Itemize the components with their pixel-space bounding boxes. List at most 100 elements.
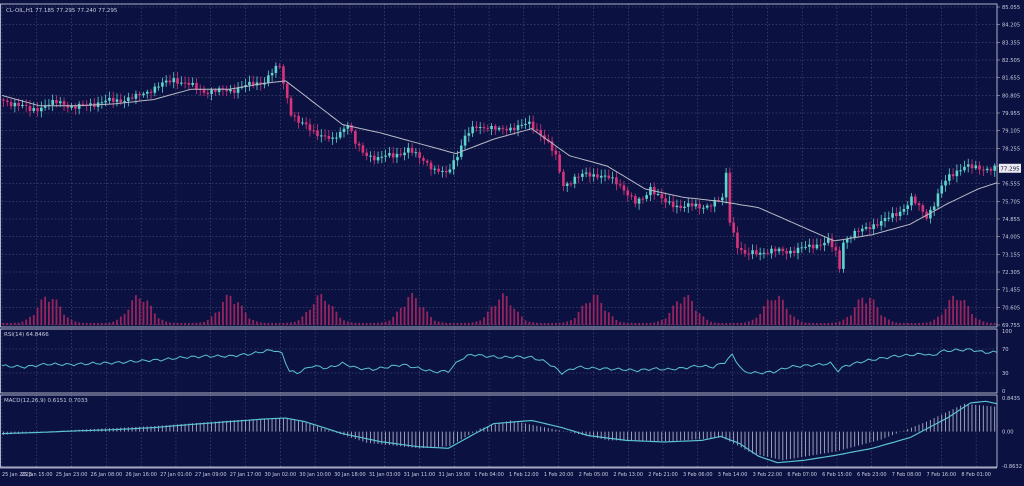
candle [982,166,985,177]
candle-body [376,157,380,161]
macd-histogram-bar [513,421,515,432]
candle [724,167,728,204]
macd-histogram-bar [161,425,163,432]
macd-histogram-bar [419,431,421,449]
volume-bar [479,320,482,325]
volume-bar [589,302,591,325]
candle-body [407,147,410,153]
volume-bar [331,306,334,325]
macd-histogram-bar [858,431,859,446]
macd-histogram-bar [797,431,799,458]
candle [792,246,796,257]
time-label: 25 Jan 15:00 [21,472,53,478]
candle [868,221,872,235]
volume-bar [206,319,209,325]
candle [342,124,346,138]
macd-histogram-bar [536,425,538,432]
candle-body [520,124,524,126]
volume-bar [165,321,168,325]
candle [800,241,804,253]
time-label: 3 Feb 14:00 [718,472,748,478]
candle-body [649,186,652,196]
volume-bar [619,321,622,325]
candle-body [395,153,399,158]
candle [728,167,732,226]
volume-histogram [2,293,996,325]
time-label: 3 Feb 06:00 [683,472,713,478]
candle [123,95,126,109]
candle-body [607,175,611,179]
candle-body [698,203,701,209]
macd-histogram-bar [498,423,500,432]
macd-histogram-bar [604,431,606,440]
candle [297,111,300,129]
macd-histogram-bar [975,404,977,432]
macd-histogram-bar [903,430,905,432]
macd-histogram-bar [888,431,890,437]
candle-body [569,183,573,185]
volume-bar [153,313,156,325]
candle-body [577,176,580,178]
candle-body [119,99,123,103]
candle [558,151,561,174]
candle [686,197,690,213]
candle-body [308,124,312,131]
volume-bar [781,299,784,325]
candle [554,146,558,161]
volume-bar [850,315,852,325]
macd-histogram-bar [740,431,742,448]
volume-bar [664,318,667,325]
macd-histogram-bar [332,431,334,433]
candle [974,160,978,171]
candle-body [683,206,686,208]
candle [66,101,70,113]
price-axis-label: 80.805 [1002,93,1020,99]
macd-histogram-bar [218,421,220,432]
candle [145,89,149,99]
volume-bar [483,317,485,325]
candle [471,120,474,137]
macd-histogram-bar [509,420,511,432]
macd-histogram-bar [956,407,958,432]
macd-histogram-bar [854,431,856,447]
macd-histogram-bar [816,431,818,455]
candle [758,247,762,261]
macd-histogram-bar [555,429,557,432]
candle [607,169,611,181]
candle-body [161,82,164,87]
macd-histogram-bar [771,431,772,458]
candle [62,97,66,111]
macd-histogram-bar [653,431,655,441]
candle-body [467,133,471,136]
candle [985,166,989,173]
candle [721,193,724,206]
volume-bar [392,316,395,325]
macd-histogram-bar [392,431,394,446]
volume-bar [717,322,720,325]
macd-histogram-bar [165,425,167,432]
volume-bar [471,322,474,325]
volume-bar [422,307,425,325]
candle [70,103,73,111]
candle-body [285,83,289,99]
candle [861,224,864,237]
volume-bar [547,322,550,325]
volume-bar [100,322,103,325]
volume-bar [816,322,818,325]
candle-body [36,108,39,112]
volume-bar [554,322,557,325]
candle-body [335,137,338,139]
candle [142,91,145,98]
volume-bar [887,319,890,325]
time-label: 31 Jan 19:00 [438,472,470,478]
candle-body [316,130,319,137]
candle-body [838,250,841,269]
macd-panel [1,400,998,464]
volume-bar [214,312,217,325]
candle-body [391,153,395,158]
volume-bar [66,317,69,325]
candle [149,88,153,99]
macd-histogram-bar [188,423,190,432]
macd-histogram-bar [521,422,523,432]
